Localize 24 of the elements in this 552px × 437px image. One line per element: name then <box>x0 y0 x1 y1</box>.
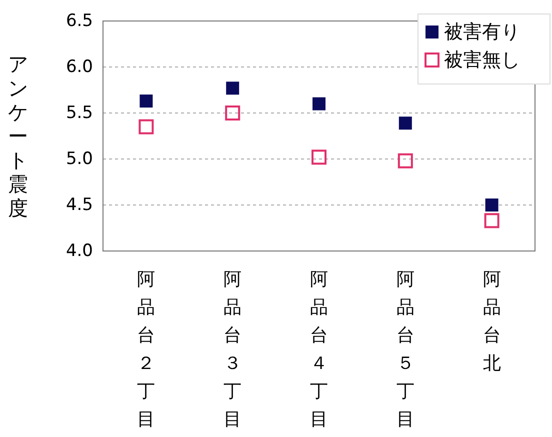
y-tick-label: 6.5 <box>66 11 93 31</box>
y-tick-label: 4.5 <box>66 195 93 215</box>
x-tick-label: 阿品台北 <box>482 269 501 374</box>
point <box>485 198 498 212</box>
point <box>398 153 413 168</box>
point <box>484 213 500 228</box>
legend-label: 被害有り <box>444 21 520 43</box>
y-tick-label: 4.0 <box>66 241 93 261</box>
y-axis-title: アンケート震度 <box>8 52 28 220</box>
point <box>138 119 154 134</box>
point <box>226 82 240 95</box>
point <box>398 116 412 130</box>
x-tick-label: 阿品台４丁目 <box>310 269 328 430</box>
point <box>312 150 326 165</box>
point <box>312 97 326 110</box>
point <box>140 94 153 108</box>
x-tick-label: 阿品台５丁目 <box>396 269 414 430</box>
y-tick-label: 6.0 <box>66 57 93 77</box>
point <box>225 106 240 120</box>
y-tick-label: 5.0 <box>66 149 93 169</box>
legend-label: 被害無し <box>444 49 520 71</box>
x-tick-label: 阿品台３丁目 <box>224 269 242 430</box>
x-tick-label: 阿品台２丁目 <box>137 269 156 430</box>
y-tick-label: 5.5 <box>66 103 93 123</box>
